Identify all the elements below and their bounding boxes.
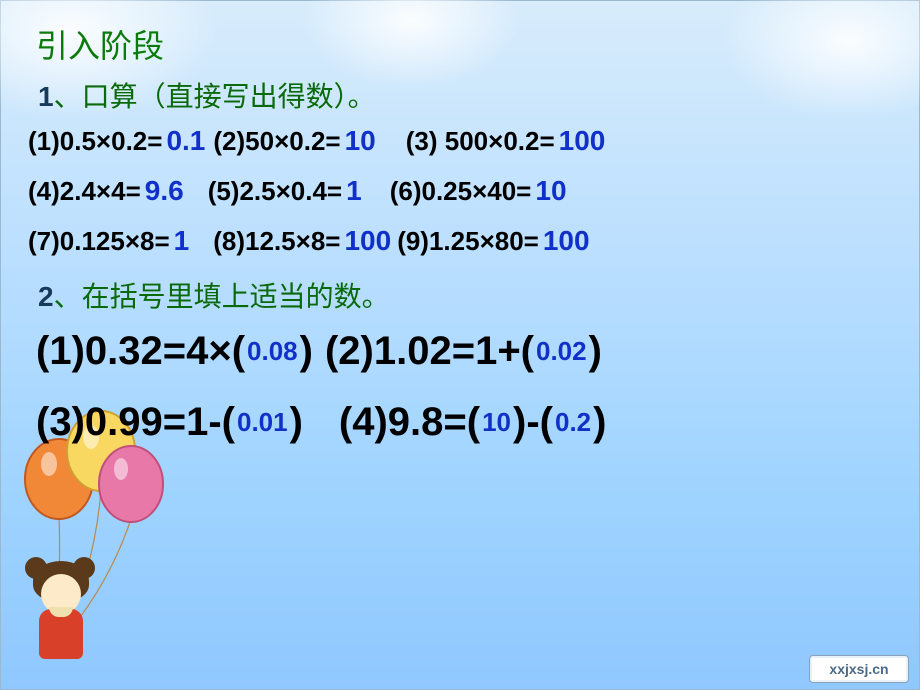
q2-3-answer: 0.01 <box>235 407 290 438</box>
fill-blank-row1: (1)0.32=4×( 0.08 ) (2)1.02=1+( 0.02 ) <box>36 329 889 374</box>
q2-label: (2)50×0.2= <box>213 126 340 157</box>
q1-label: (1)0.5×0.2= <box>28 126 162 157</box>
q5-answer: 1 <box>346 175 362 207</box>
section1-heading: 1、口算（直接写出得数）。 <box>38 75 889 115</box>
q2-2-post: ) <box>589 329 602 374</box>
mental-math-grid: (1)0.5×0.2= 0.1 (2)50×0.2= 10 (3) 500×0.… <box>28 125 889 257</box>
q2-3-pre: (3)0.99=1-( <box>36 400 235 445</box>
q7-label: (7)0.125×8= <box>28 226 170 257</box>
q7-answer: 1 <box>174 225 190 257</box>
q3-label: (3) 500×0.2= <box>406 126 555 157</box>
q2-2-answer: 0.02 <box>534 336 589 367</box>
q6-answer: 10 <box>535 175 566 207</box>
q9-label: (9)1.25×80= <box>397 226 539 257</box>
q2-4-answer1: 10 <box>480 407 513 438</box>
q2-1-pre: (1)0.32=4×( <box>36 329 245 374</box>
q2-4-answer2: 0.2 <box>553 407 593 438</box>
q8-label: (8)12.5×8= <box>213 226 340 257</box>
slide-content: 引入阶段 1、口算（直接写出得数）。 (1)0.5×0.2= 0.1 (2)50… <box>1 1 919 445</box>
q4-answer: 9.6 <box>145 175 184 207</box>
q2-answer: 10 <box>345 125 376 157</box>
section2-text: 、在括号里填上适当的数。 <box>54 281 390 312</box>
q2-1-answer: 0.08 <box>245 336 300 367</box>
fill-blank-row2: (3)0.99=1-( 0.01 ) (4)9.8=( 10 )-( 0.2 ) <box>36 400 889 445</box>
section1-text: 、口算（直接写出得数）。 <box>54 81 376 112</box>
q3-answer: 100 <box>559 125 606 157</box>
section1-number: 1 <box>38 81 54 112</box>
q2-3-post: ) <box>290 400 303 445</box>
q2-2-pre: (2)1.02=1+( <box>325 329 534 374</box>
watermark-badge: xxjxsj.cn <box>809 655 909 683</box>
q2-4-mid: )-( <box>513 400 553 445</box>
section2-number: 2 <box>38 281 54 312</box>
q4-label: (4)2.4×4= <box>28 176 141 207</box>
watermark-text: xxjxsj.cn <box>829 661 888 677</box>
q8-answer: 100 <box>344 225 391 257</box>
q1-answer: 0.1 <box>166 125 205 157</box>
q9-answer: 100 <box>543 225 590 257</box>
girl-decoration <box>11 549 111 679</box>
section2-heading: 2、在括号里填上适当的数。 <box>38 275 889 315</box>
q6-label: (6)0.25×40= <box>390 176 532 207</box>
q2-4-post: ) <box>593 400 606 445</box>
q2-4-pre: (4)9.8=( <box>339 400 480 445</box>
q2-1-post: ) <box>300 329 313 374</box>
q5-label: (5)2.5×0.4= <box>208 176 342 207</box>
slide-title: 引入阶段 <box>36 21 889 67</box>
